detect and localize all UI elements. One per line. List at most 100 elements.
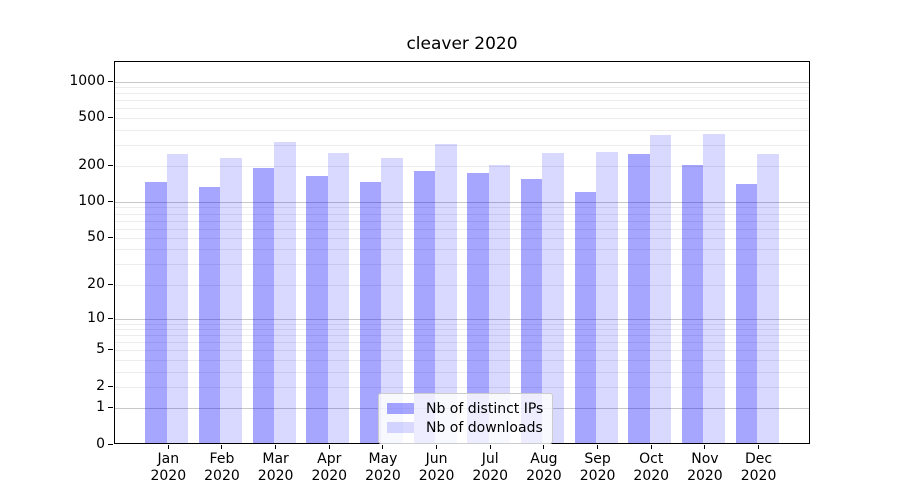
minor-gridline xyxy=(115,329,809,331)
x-tick-label: Feb 2020 xyxy=(190,451,254,485)
x-tick-label-line: 2020 xyxy=(472,468,509,484)
minor-gridline xyxy=(115,342,809,344)
y-tick-mark xyxy=(108,201,113,203)
bar-distinct-ips xyxy=(252,167,275,443)
legend-swatch-downloads xyxy=(387,422,414,433)
bar-distinct-ips xyxy=(306,176,328,443)
bar-distinct-ips xyxy=(681,164,704,443)
minor-gridline xyxy=(115,129,809,131)
y-tick-label: 500 xyxy=(78,108,105,125)
x-tick-label-line: 2020 xyxy=(418,468,455,484)
bar-downloads xyxy=(703,134,725,443)
y-tick-mark xyxy=(108,116,113,118)
y-tick-label: 200 xyxy=(78,156,105,173)
y-tick-mark xyxy=(108,443,113,445)
x-tick-mark xyxy=(275,445,277,449)
plot-area xyxy=(114,61,810,444)
x-tick-label-line: Aug xyxy=(530,451,558,467)
bar-downloads xyxy=(757,153,779,443)
minor-gridline xyxy=(115,284,809,286)
y-tick-mark xyxy=(108,236,113,238)
y-tick-label: 1 xyxy=(96,399,105,416)
x-tick-mark xyxy=(650,445,652,449)
bar-distinct-ips xyxy=(198,186,221,443)
x-tick-mark xyxy=(167,445,169,449)
x-tick-mark xyxy=(328,445,330,449)
x-tick-mark xyxy=(758,445,760,449)
bar-distinct-ips xyxy=(735,184,758,443)
x-tick-label: May 2020 xyxy=(351,451,415,485)
x-tick-mark xyxy=(597,445,599,449)
minor-gridline xyxy=(115,335,809,337)
y-tick-mark xyxy=(108,349,113,351)
minor-gridline xyxy=(115,117,809,119)
major-gridline xyxy=(115,81,809,83)
bar-downloads xyxy=(327,152,350,443)
minor-gridline xyxy=(115,249,809,251)
x-tick-label-line: 2020 xyxy=(526,468,562,484)
x-tick-label: Apr 2020 xyxy=(297,451,361,485)
legend: Nb of distinct IPs Nb of downloads xyxy=(378,393,554,444)
bar-downloads xyxy=(488,164,511,443)
x-tick-mark xyxy=(704,445,706,449)
minor-gridline xyxy=(115,350,809,352)
y-tick-mark xyxy=(108,164,113,166)
x-tick-label-line: Sep xyxy=(584,451,611,467)
bar-downloads xyxy=(166,153,189,443)
minor-gridline xyxy=(115,207,809,209)
x-tick-label: Jun 2020 xyxy=(405,451,469,485)
major-gridline xyxy=(115,318,809,320)
x-tick-label-line: May xyxy=(368,451,398,467)
x-tick-mark xyxy=(436,445,438,449)
bar-downloads xyxy=(596,152,618,443)
bar-distinct-ips xyxy=(145,181,167,443)
y-tick-label: 2 xyxy=(96,377,105,394)
minor-gridline xyxy=(115,264,809,266)
legend-entry-distinct-ips: Nb of distinct IPs xyxy=(387,399,543,418)
x-tick-label: Oct 2020 xyxy=(619,451,683,485)
y-tick-mark xyxy=(108,317,113,319)
x-tick-label-line: Feb xyxy=(209,451,235,467)
bar-distinct-ips xyxy=(628,153,650,443)
bar-downloads xyxy=(542,152,564,443)
x-tick-mark xyxy=(489,445,491,449)
minor-gridline xyxy=(115,87,809,89)
x-tick-label-line: 2020 xyxy=(365,468,401,484)
minor-gridline xyxy=(115,228,809,230)
x-tick-label: Dec 2020 xyxy=(727,451,791,485)
legend-label-distinct-ips: Nb of distinct IPs xyxy=(426,400,544,417)
x-tick-label: Nov 2020 xyxy=(673,451,737,485)
y-tick-label: 100 xyxy=(78,193,105,210)
minor-gridline xyxy=(115,93,809,95)
x-tick-label: Jul 2020 xyxy=(458,451,522,485)
y-tick-label: 0 xyxy=(96,435,105,452)
x-tick-label-line: 2020 xyxy=(579,468,616,484)
bar-distinct-ips xyxy=(520,179,543,443)
x-tick-label-line: Jun xyxy=(425,451,448,467)
bar-distinct-ips xyxy=(413,171,436,443)
x-tick-label-line: 2020 xyxy=(740,468,777,484)
y-tick-label: 20 xyxy=(87,275,105,292)
minor-gridline xyxy=(115,371,809,373)
legend-entry-downloads: Nb of downloads xyxy=(387,418,543,437)
x-tick-label-line: Jul xyxy=(481,451,499,467)
x-tick-label: Mar 2020 xyxy=(244,451,308,485)
bar-downloads xyxy=(220,158,242,443)
x-tick-mark xyxy=(221,445,223,449)
x-tick-label-line: Oct xyxy=(639,451,664,467)
x-tick-label-line: Apr xyxy=(317,451,342,467)
minor-gridline xyxy=(115,144,809,146)
x-tick-mark xyxy=(543,445,545,449)
x-tick-label-line: Nov xyxy=(691,451,719,467)
bar-downloads xyxy=(435,143,457,443)
legend-swatch-distinct-ips xyxy=(387,403,414,414)
y-tick-mark xyxy=(108,80,113,82)
minor-gridline xyxy=(115,108,809,110)
bar-downloads xyxy=(274,142,296,443)
x-tick-label-line: 2020 xyxy=(687,468,723,484)
minor-gridline xyxy=(115,220,809,222)
legend-label-downloads: Nb of downloads xyxy=(426,419,543,436)
y-tick-label: 50 xyxy=(87,228,105,245)
minor-gridline xyxy=(115,165,809,167)
